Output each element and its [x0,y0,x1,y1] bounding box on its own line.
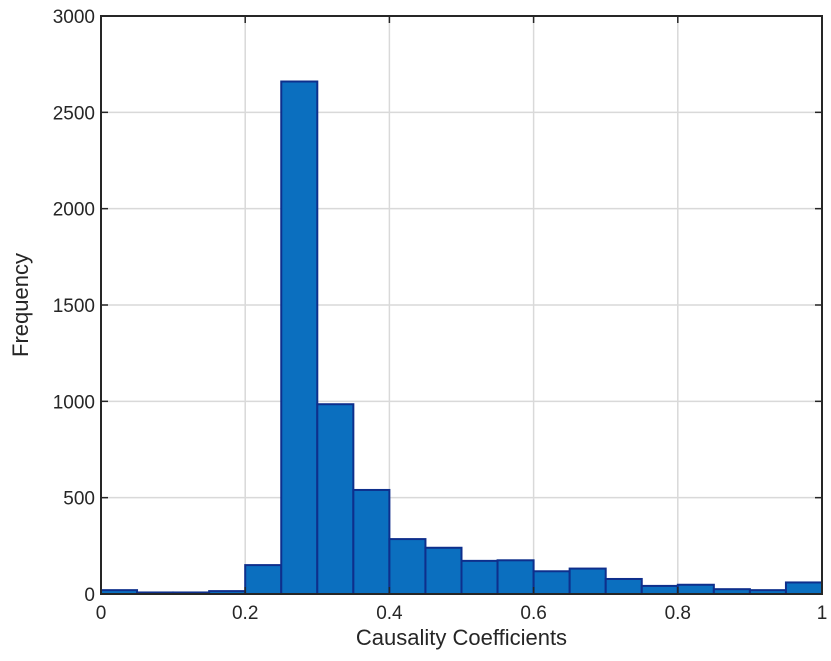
x-tick-label-0: 0 [96,603,107,624]
bar-7 [352,488,391,595]
x-tick-label-1: 0.2 [232,603,258,624]
x-tick-label-4: 0.8 [665,603,691,624]
bar-16 [676,583,715,596]
y-tick-label-5: 2500 [53,103,95,124]
x-tick-label-3: 0.6 [520,603,546,624]
grid-lines [101,16,822,594]
y-tick-label-0: 0 [84,585,95,606]
x-tick-label-5: 1 [817,603,828,624]
y-tick-label-6: 3000 [53,7,95,28]
bar-8 [388,538,427,596]
bar-12 [532,570,571,595]
y-axis-label: Frequency [8,253,33,357]
tick-marks [100,15,823,595]
bar-10 [460,559,499,595]
bar-13 [568,567,607,595]
x-tick-label-2: 0.4 [376,603,403,624]
y-tick-label-1: 500 [63,489,95,510]
y-tick-label-3: 1500 [53,296,95,317]
y-tick-label-4: 2000 [53,200,95,221]
y-tick-labels: 0 500 1000 1500 2000 2500 3000 [53,7,95,606]
bar-6 [316,403,355,595]
bar-4 [244,564,283,595]
bar-15 [640,584,679,596]
bar-9 [424,546,463,596]
y-tick-label-2: 1000 [53,392,95,413]
bar-14 [604,577,643,595]
bar-5 [280,80,319,596]
x-axis-label: Causality Coefficients [356,625,567,650]
bar-19 [784,581,824,596]
x-tick-labels: 0 0.2 0.4 0.6 0.8 1 [96,603,828,624]
bar-11 [496,559,535,595]
histogram-bars [100,80,824,596]
